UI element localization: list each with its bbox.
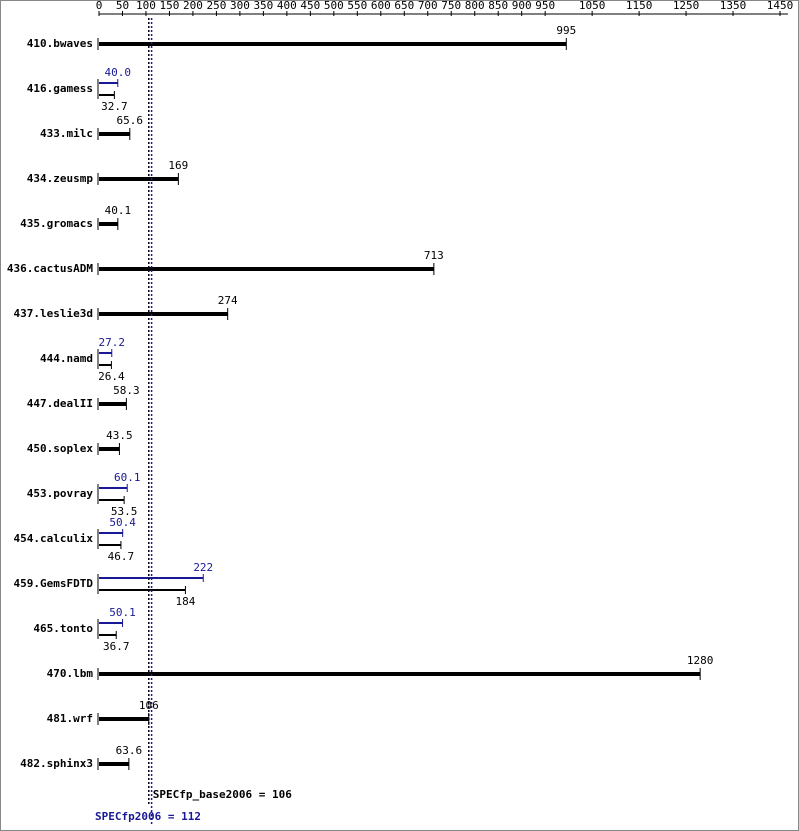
base-value-label: 1280 (687, 654, 714, 667)
category-label: 433.milc (40, 127, 93, 140)
peak-bar (99, 622, 123, 624)
x-tick-label: 400 (277, 0, 297, 12)
peak-bar (99, 352, 112, 354)
base-value-label: 184 (175, 595, 195, 608)
base-value-label: 995 (556, 24, 576, 37)
base-value-label: 26.4 (98, 370, 125, 383)
base-bar (99, 222, 118, 226)
peak-value-label: 40.0 (105, 66, 132, 79)
peak-bar (99, 532, 123, 534)
base-bar (99, 402, 127, 406)
base-bar (99, 762, 129, 766)
base-bar (99, 447, 120, 451)
x-tick-label: 200 (183, 0, 203, 12)
x-tick-label: 0 (96, 0, 103, 12)
category-label: 481.wrf (47, 712, 93, 725)
peak-bar (99, 487, 128, 489)
base-bar (99, 544, 121, 546)
reference-label: SPECfp2006 = 112 (95, 810, 201, 823)
base-bar (99, 634, 117, 636)
base-value-label: 58.3 (113, 384, 140, 397)
x-tick-label: 850 (488, 0, 508, 12)
x-tick-label: 150 (160, 0, 180, 12)
x-tick-label: 450 (300, 0, 320, 12)
category-label: 453.povray (27, 487, 94, 500)
category-label: 465.tonto (33, 622, 93, 635)
base-value-label: 65.6 (117, 114, 144, 127)
peak-value-label: 50.1 (109, 606, 136, 619)
category-label: 416.gamess (27, 82, 93, 95)
x-tick-label: 1050 (579, 0, 606, 12)
base-bar (99, 312, 228, 316)
category-label: 447.dealII (27, 397, 93, 410)
base-bar (99, 672, 701, 676)
base-bar (99, 94, 115, 96)
x-tick-label: 300 (230, 0, 250, 12)
x-tick-label: 550 (347, 0, 367, 12)
x-tick-label: 250 (206, 0, 226, 12)
x-tick-label: 800 (465, 0, 485, 12)
base-bar (99, 364, 112, 366)
category-label: 454.calculix (14, 532, 94, 545)
x-tick-label: 1450 (767, 0, 794, 12)
category-label: 435.gromacs (20, 217, 93, 230)
base-bar (99, 717, 149, 721)
x-tick-label: 500 (324, 0, 344, 12)
base-value-label: 46.7 (108, 550, 135, 563)
peak-value-label: 27.2 (99, 336, 126, 349)
x-tick-label: 1350 (720, 0, 747, 12)
base-value-label: 106 (139, 699, 159, 712)
base-value-label: 169 (168, 159, 188, 172)
x-tick-label: 50 (116, 0, 129, 12)
base-bar (99, 267, 434, 271)
x-tick-label: 900 (512, 0, 532, 12)
peak-bar (99, 82, 118, 84)
base-bar (99, 177, 179, 181)
base-value-label: 36.7 (103, 640, 130, 653)
base-value-label: 63.6 (116, 744, 143, 757)
x-tick-label: 600 (371, 0, 391, 12)
category-label: 470.lbm (47, 667, 94, 680)
x-tick-label: 650 (394, 0, 414, 12)
x-tick-label: 100 (136, 0, 156, 12)
peak-value-label: 222 (193, 561, 213, 574)
category-label: 482.sphinx3 (20, 757, 93, 770)
category-label: 410.bwaves (27, 37, 93, 50)
x-tick-label: 1250 (673, 0, 700, 12)
category-label: 434.zeusmp (27, 172, 94, 185)
reference-label: SPECfp_base2006 = 106 (153, 788, 292, 801)
x-tick-label: 350 (253, 0, 273, 12)
base-value-label: 40.1 (105, 204, 132, 217)
base-value-label: 32.7 (101, 100, 128, 113)
category-label: 444.namd (40, 352, 93, 365)
category-label: 450.soplex (27, 442, 94, 455)
x-tick-label: 950 (535, 0, 555, 12)
base-value-label: 274 (218, 294, 238, 307)
base-bar (99, 499, 125, 501)
base-bar (99, 589, 186, 591)
base-value-label: 713 (424, 249, 444, 262)
base-value-label: 53.5 (111, 505, 138, 518)
category-label: 459.GemsFDTD (14, 577, 94, 590)
x-tick-label: 700 (418, 0, 438, 12)
base-value-label: 43.5 (106, 429, 133, 442)
x-tick-label: 750 (441, 0, 461, 12)
base-bar (99, 132, 130, 136)
base-bar (99, 42, 567, 46)
x-tick-label: 1150 (626, 0, 653, 12)
category-label: 437.leslie3d (14, 307, 93, 320)
category-label: 436.cactusADM (7, 262, 93, 275)
peak-value-label: 60.1 (114, 471, 141, 484)
peak-value-label: 50.4 (109, 516, 136, 529)
